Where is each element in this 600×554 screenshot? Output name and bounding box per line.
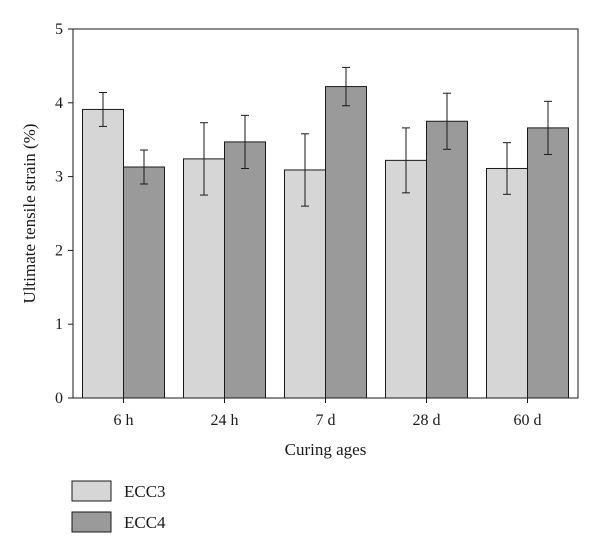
y-tick-label: 0: [55, 390, 63, 407]
x-axis-label: Curing ages: [285, 440, 367, 459]
y-tick-label: 2: [55, 242, 63, 259]
bar-ecc4-5: [527, 127, 569, 399]
y-tick-label: 5: [55, 21, 63, 38]
y-tick-label: 4: [55, 95, 63, 112]
x-axis: 6 h 24 h 7 d 28 d 60 d: [114, 398, 542, 429]
legend-swatch: [71, 480, 112, 502]
y-axis-label: Ultimate tensile strain (%): [20, 124, 39, 304]
x-tick-label: 7 d: [316, 412, 336, 429]
legend-swatch: [71, 511, 112, 533]
bar-ecc4-3: [325, 86, 367, 399]
legend-label: ECC4: [124, 513, 166, 532]
x-tick-label: 24 h: [211, 412, 239, 429]
bar-ecc3-5: [486, 167, 528, 399]
x-tick-label: 6 h: [114, 412, 134, 429]
bar-ecc3-1: [82, 108, 124, 399]
error-bar-ecc3-4: [402, 127, 410, 194]
legend: ECC3 ECC4: [71, 480, 166, 533]
bar-ecc3-3: [284, 169, 326, 399]
error-bar-ecc4-5: [544, 100, 552, 155]
error-bar-ecc3-3: [301, 133, 309, 207]
error-bar-ecc4-1: [140, 149, 148, 185]
x-tick-label: 28 d: [413, 412, 441, 429]
error-bar-ecc4-4: [443, 92, 451, 150]
y-tick-label: 1: [55, 316, 63, 333]
bar-ecc3-4: [385, 159, 427, 399]
error-bar-ecc4-3: [342, 66, 350, 107]
bar-ecc4-2: [224, 141, 266, 399]
error-bar-ecc3-1: [99, 91, 107, 127]
x-tick-label: 60 d: [514, 412, 542, 429]
bar-ecc4-1: [123, 166, 165, 399]
error-bar-ecc4-2: [241, 114, 249, 169]
bars-layer: [82, 86, 569, 399]
bar-ecc4-4: [426, 120, 468, 399]
y-tick-label: 3: [55, 169, 63, 186]
error-bar-ecc3-5: [503, 142, 511, 195]
error-bar-ecc3-2: [200, 122, 208, 196]
legend-label: ECC3: [124, 482, 166, 501]
legend-item-ecc4: ECC4: [71, 511, 166, 533]
errorbars-layer: [99, 66, 552, 207]
legend-item-ecc3: ECC3: [71, 480, 166, 502]
y-axis: 0 1 2 3 4 5: [55, 21, 73, 407]
